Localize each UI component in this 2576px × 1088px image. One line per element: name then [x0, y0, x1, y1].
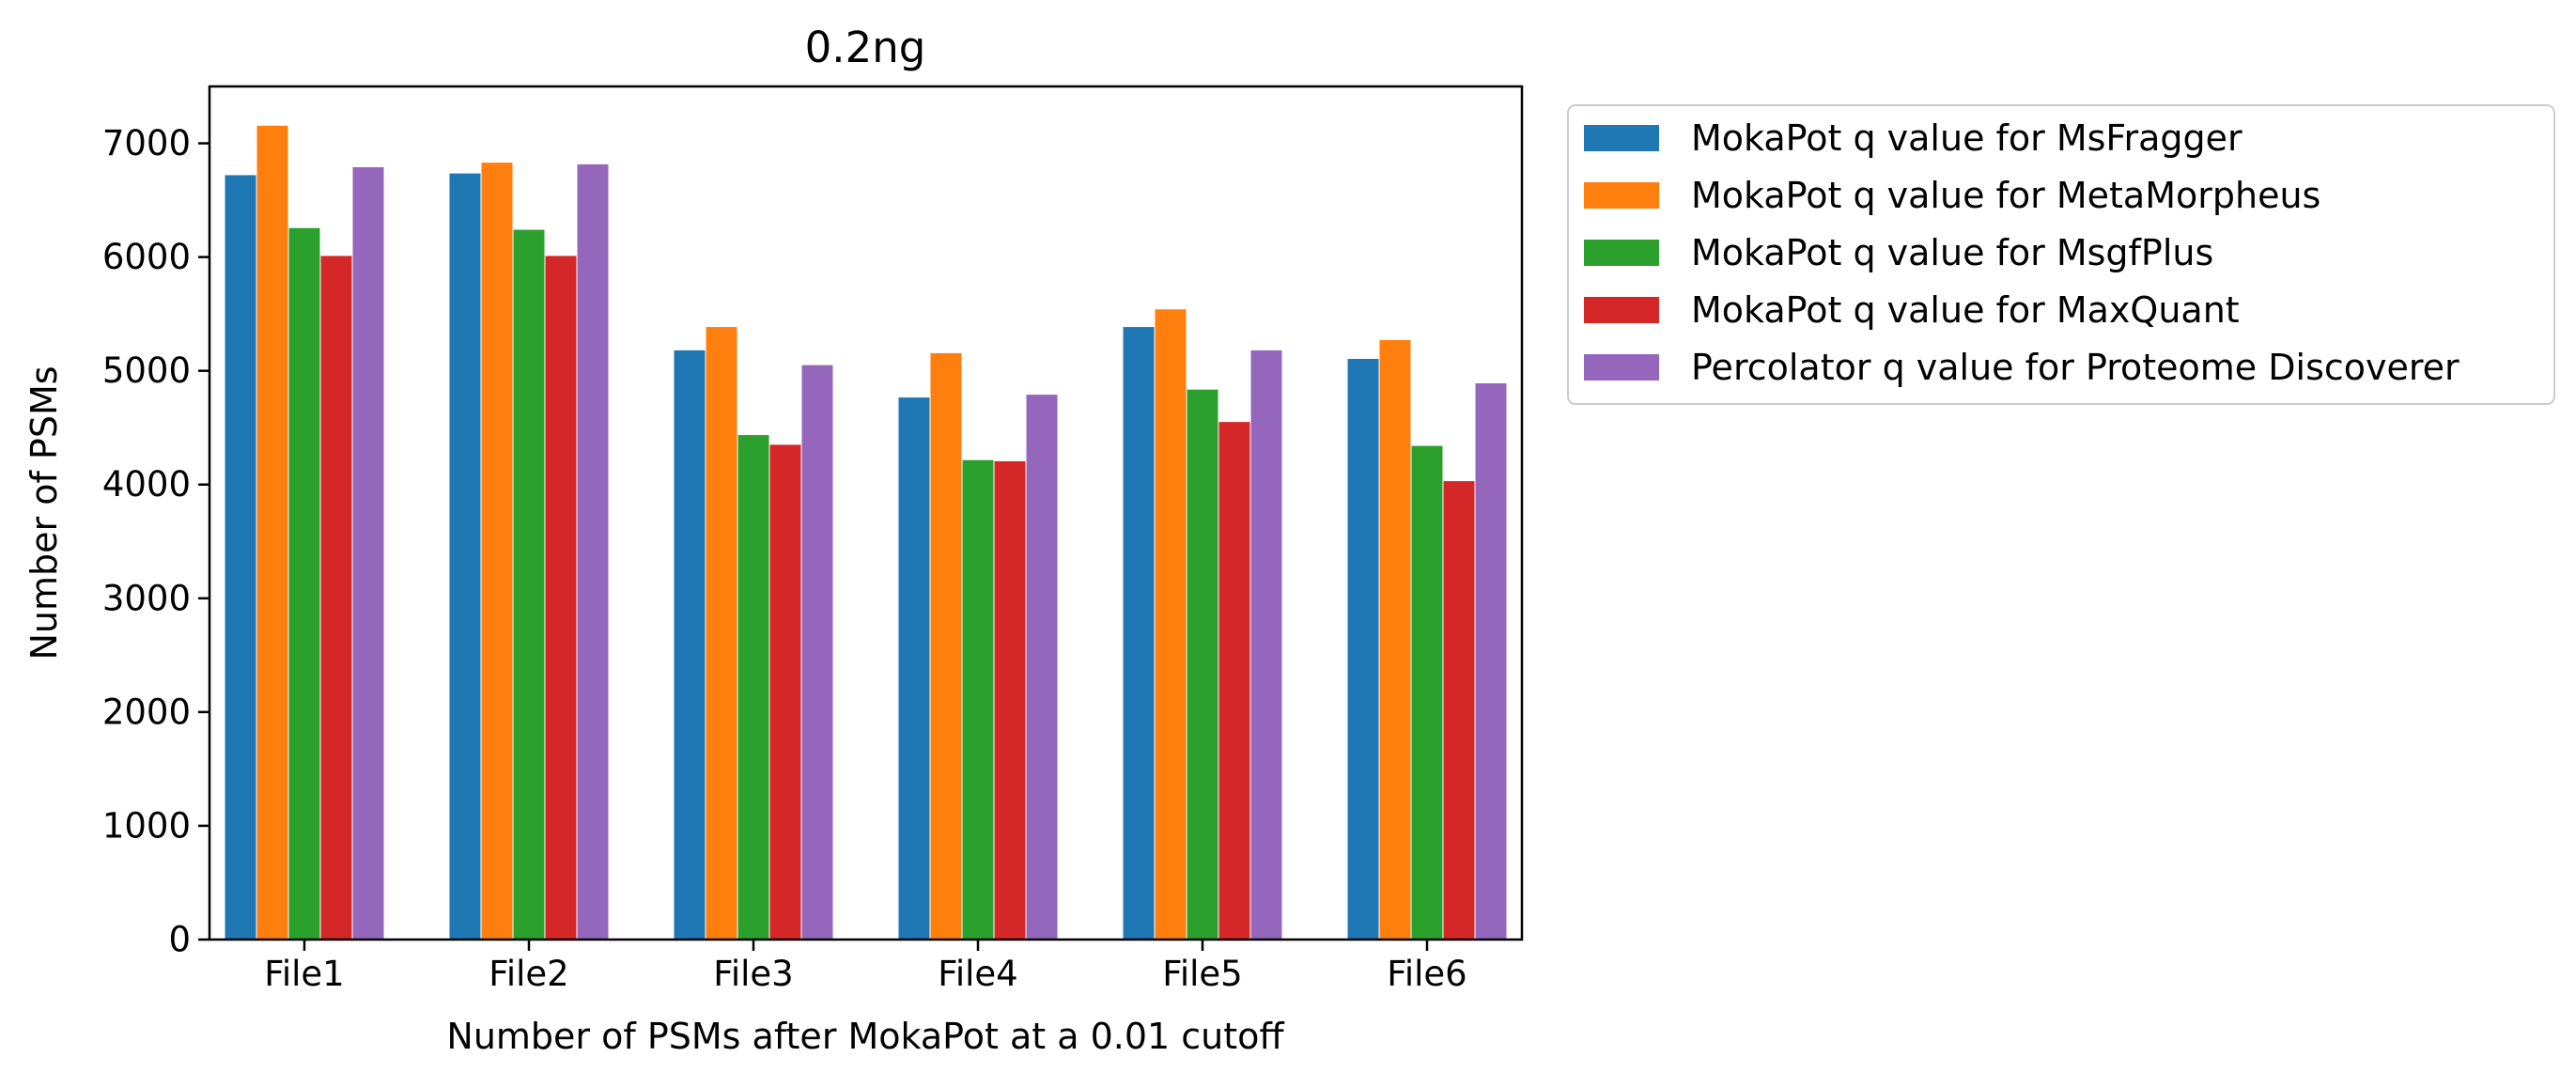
bar-file1-series-2 [256, 125, 288, 940]
y-tick-label: 6000 [102, 237, 191, 277]
plot-area: 0 1000 2000 3000 4000 5000 6000 7000 File1 File2… [102, 85, 1524, 994]
y-axis-label: Number of PSMs [23, 365, 65, 660]
y-tick-label: 1000 [102, 805, 191, 846]
bar-file2-series-4 [545, 256, 577, 940]
legend-label-3: MokaPot q value for MsgfPlus [1691, 232, 2213, 273]
x-tick-label-file2: File2 [489, 954, 568, 994]
bar-file3-series-5 [801, 365, 833, 940]
bar-file6-series-3 [1411, 445, 1443, 940]
bar-file5-series-5 [1250, 350, 1282, 940]
x-tick-label-file6: File6 [1387, 954, 1466, 994]
y-tick-label: 2000 [102, 692, 191, 732]
bar-file4-series-1 [898, 397, 930, 940]
bar-file1-series-3 [288, 227, 320, 940]
legend-label-1: MokaPot q value for MsFragger [1691, 117, 2242, 159]
bar-file2-series-1 [449, 173, 481, 940]
legend-label-2: MokaPot q value for MetaMorpheus [1691, 175, 2320, 216]
bar-file5-series-3 [1187, 389, 1218, 940]
bar-file2-series-5 [577, 163, 609, 940]
bar-file5-series-2 [1155, 309, 1187, 940]
bars-group [225, 125, 1507, 940]
bar-file2-series-2 [481, 163, 513, 940]
legend-swatch-3 [1584, 240, 1659, 266]
x-axis: File1 File2 File3 File4 File5 File6 [264, 940, 1467, 994]
bar-file5-series-1 [1123, 327, 1155, 940]
bar-file4-series-5 [1026, 395, 1058, 940]
bar-file4-series-4 [994, 460, 1026, 940]
x-tick-label-file5: File5 [1162, 954, 1242, 994]
bar-file4-series-3 [962, 459, 994, 940]
bar-file6-series-2 [1379, 339, 1411, 940]
legend-swatch-5 [1584, 354, 1659, 381]
bar-file3-series-4 [769, 444, 801, 940]
bar-file3-series-2 [706, 327, 737, 940]
y-axis: 0 1000 2000 3000 4000 5000 6000 7000 [102, 123, 209, 960]
y-tick-label: 7000 [102, 123, 191, 163]
bar-file3-series-3 [737, 435, 769, 940]
y-tick-label: 3000 [102, 578, 191, 618]
bar-file1-series-4 [320, 256, 352, 940]
bar-file4-series-2 [930, 352, 962, 940]
legend-swatch-1 [1584, 125, 1659, 151]
chart-title: 0.2ng [805, 23, 926, 72]
legend-label-4: MokaPot q value for MaxQuant [1691, 289, 2240, 331]
legend-label-5: Percolator q value for Proteome Discover… [1691, 347, 2460, 388]
bar-file2-series-3 [513, 229, 545, 940]
x-tick-label-file3: File3 [713, 954, 793, 994]
bar-file6-series-5 [1475, 382, 1507, 940]
legend-swatch-2 [1584, 182, 1659, 209]
x-tick-label-file4: File4 [938, 954, 1017, 994]
y-tick-label: 4000 [102, 464, 191, 505]
y-tick-label: 0 [168, 920, 191, 960]
y-tick-label: 5000 [102, 350, 191, 391]
legend-swatch-4 [1584, 297, 1659, 323]
bar-file1-series-1 [225, 175, 256, 940]
bar-file3-series-1 [674, 350, 706, 940]
legend: MokaPot q value for MsFragger MokaPot q v… [1567, 104, 2555, 405]
x-tick-label-file1: File1 [264, 954, 344, 994]
plot-frame [208, 85, 1524, 941]
legend-frame [1567, 104, 2555, 405]
bar-file5-series-4 [1218, 422, 1250, 940]
bar-file1-series-5 [352, 166, 384, 940]
x-axis-label: Number of PSMs after MokaPot at a 0.01 c… [446, 1016, 1284, 1057]
bar-file6-series-1 [1347, 358, 1379, 940]
bar-file6-series-4 [1443, 481, 1475, 940]
